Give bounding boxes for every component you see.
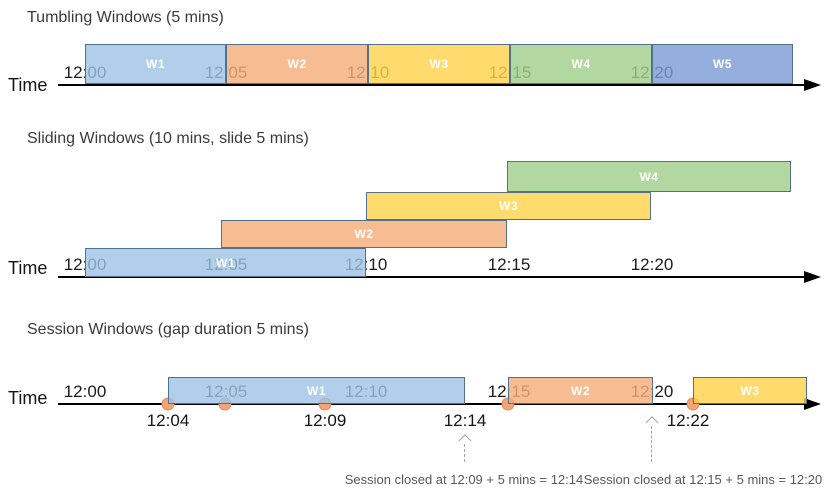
window-box-w4: W4 — [510, 44, 652, 84]
window-box-w4: W4 — [507, 161, 791, 192]
window-label: W3 — [499, 199, 518, 213]
window-box-w1: W1 — [85, 44, 226, 84]
window-label: W1 — [216, 255, 235, 270]
window-label: W4 — [639, 169, 659, 184]
event-time-label: 12:09 — [303, 411, 347, 430]
dashed-arrow-head-icon — [458, 434, 472, 447]
window-box-w3: W3 — [368, 44, 510, 84]
event-time-label: 12:14 — [443, 411, 487, 430]
window-label: W2 — [354, 227, 374, 241]
window-box-w2: W2 — [226, 44, 368, 84]
window-box-w5: W5 — [652, 44, 793, 84]
time-axis-label: Time — [8, 388, 48, 408]
window-label: W2 — [287, 57, 307, 71]
window-box-w2: W2 — [508, 377, 653, 404]
event-time-label: 12:04 — [146, 411, 190, 430]
time-axis-label: Time — [8, 75, 48, 95]
event-time-label: 12:22 — [666, 411, 710, 430]
axis-tick-label: 12:20 — [630, 255, 674, 274]
time-axis-line — [58, 84, 806, 86]
sliding-section-title: Sliding Windows (10 mins, slide 5 mins) — [27, 130, 309, 147]
window-box-w1: W1 — [168, 377, 465, 404]
session-closed-annotation: Session closed at 12:15 + 5 mins = 12:20 — [583, 472, 823, 487]
axis-arrowhead-icon — [804, 398, 821, 410]
window-label: W1 — [307, 383, 326, 398]
window-box-w3: W3 — [693, 377, 807, 404]
window-label: W3 — [429, 57, 449, 71]
time-axis-line — [58, 276, 806, 278]
window-label: W1 — [146, 57, 165, 71]
session-closed-annotation: Session closed at 12:09 + 5 mins = 12:14 — [344, 472, 584, 487]
tumbling-section-title: Tumbling Windows (5 mins) — [27, 9, 224, 26]
window-label: W5 — [713, 57, 732, 71]
window-label: W2 — [571, 383, 590, 398]
window-box-w3: W3 — [366, 192, 651, 220]
axis-tick-label: 12:00 — [63, 382, 107, 401]
session-section-title: Session Windows (gap duration 5 mins) — [27, 321, 309, 338]
dashed-arrow-head-icon — [645, 416, 659, 429]
window-box-w1: W1 — [85, 248, 366, 277]
window-label: W3 — [740, 383, 760, 398]
time-axis-line — [58, 403, 806, 405]
axis-arrowhead-icon — [804, 271, 821, 283]
time-axis-label: Time — [8, 258, 48, 278]
axis-arrowhead-icon — [804, 79, 821, 91]
window-box-w2: W2 — [221, 220, 507, 248]
window-label: W4 — [571, 57, 591, 71]
dashed-arrow-line — [651, 426, 652, 462]
dashed-arrow-line — [464, 444, 465, 462]
axis-tick-label: 12:15 — [487, 255, 531, 274]
